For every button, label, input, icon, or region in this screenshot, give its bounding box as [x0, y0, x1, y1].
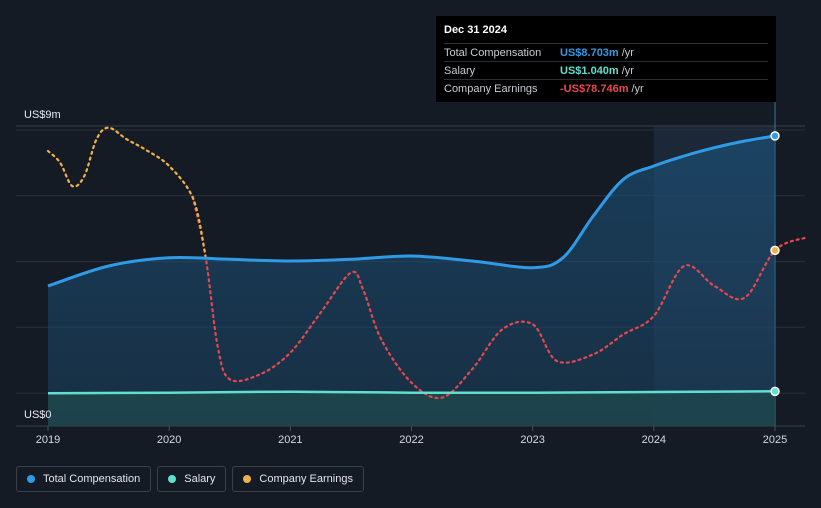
tooltip-row-salary: Salary US$1.040m /yr: [444, 61, 768, 79]
tooltip-label: Company Earnings: [444, 82, 538, 95]
x-tick-label: 2021: [278, 434, 302, 446]
tooltip-row-company-earnings: Company Earnings -US$78.746m /yr: [444, 79, 768, 97]
legend-label: Company Earnings: [259, 473, 353, 485]
x-tick-label: 2024: [642, 434, 666, 446]
tooltip-date: Dec 31 2024: [444, 24, 507, 36]
salary-area: [48, 391, 775, 426]
legend-dot-icon: [27, 475, 35, 483]
legend-dot-icon: [168, 475, 177, 483]
tooltip-label: Total Compensation: [444, 46, 542, 59]
legend-item-total-compensation[interactable]: Total Compensation: [16, 466, 152, 492]
company-earnings-line-negative: [191, 194, 807, 400]
company-earnings-line-positive: [46, 126, 207, 258]
x-tick-label: 2025: [763, 434, 787, 446]
chart-legend: Total Compensation Salary Company Earnin…: [16, 466, 364, 492]
x-tick-label: 2022: [399, 434, 423, 446]
x-tick-label: 2019: [36, 434, 60, 446]
tooltip-value: US$1.040m: [560, 64, 619, 77]
y-axis-label-max: US$9m: [24, 109, 61, 121]
tooltip-value: US$8.703m: [560, 46, 619, 59]
tooltip-row-total-compensation: Total Compensation US$8.703m /yr: [444, 43, 768, 61]
legend-label: Salary: [184, 473, 216, 485]
legend-label: Total Compensation: [43, 473, 141, 485]
legend-item-company-earnings[interactable]: Company Earnings: [232, 466, 364, 492]
tooltip-unit: /yr: [621, 64, 634, 77]
x-tick-label: 2020: [157, 434, 181, 446]
y-axis-label-min: US$0: [24, 409, 52, 421]
tooltip-unit: /yr: [631, 82, 644, 95]
tooltip-value: -US$78.746m: [560, 82, 629, 95]
x-tick-label: 2023: [520, 434, 544, 446]
salary-marker: [770, 386, 780, 397]
legend-item-salary[interactable]: Salary: [157, 466, 227, 492]
legend-dot-icon: [243, 475, 252, 483]
tooltip-label: Salary: [444, 64, 476, 77]
tooltip-unit: /yr: [621, 46, 634, 59]
chart-tooltip: Dec 31 2024 Total Compensation US$8.703m…: [436, 16, 776, 102]
company-earnings-marker: [770, 245, 780, 256]
total-compensation-area: [48, 135, 775, 426]
total-compensation-line: [47, 134, 776, 288]
salary-line: [47, 390, 776, 395]
total-compensation-marker: [770, 131, 780, 141]
